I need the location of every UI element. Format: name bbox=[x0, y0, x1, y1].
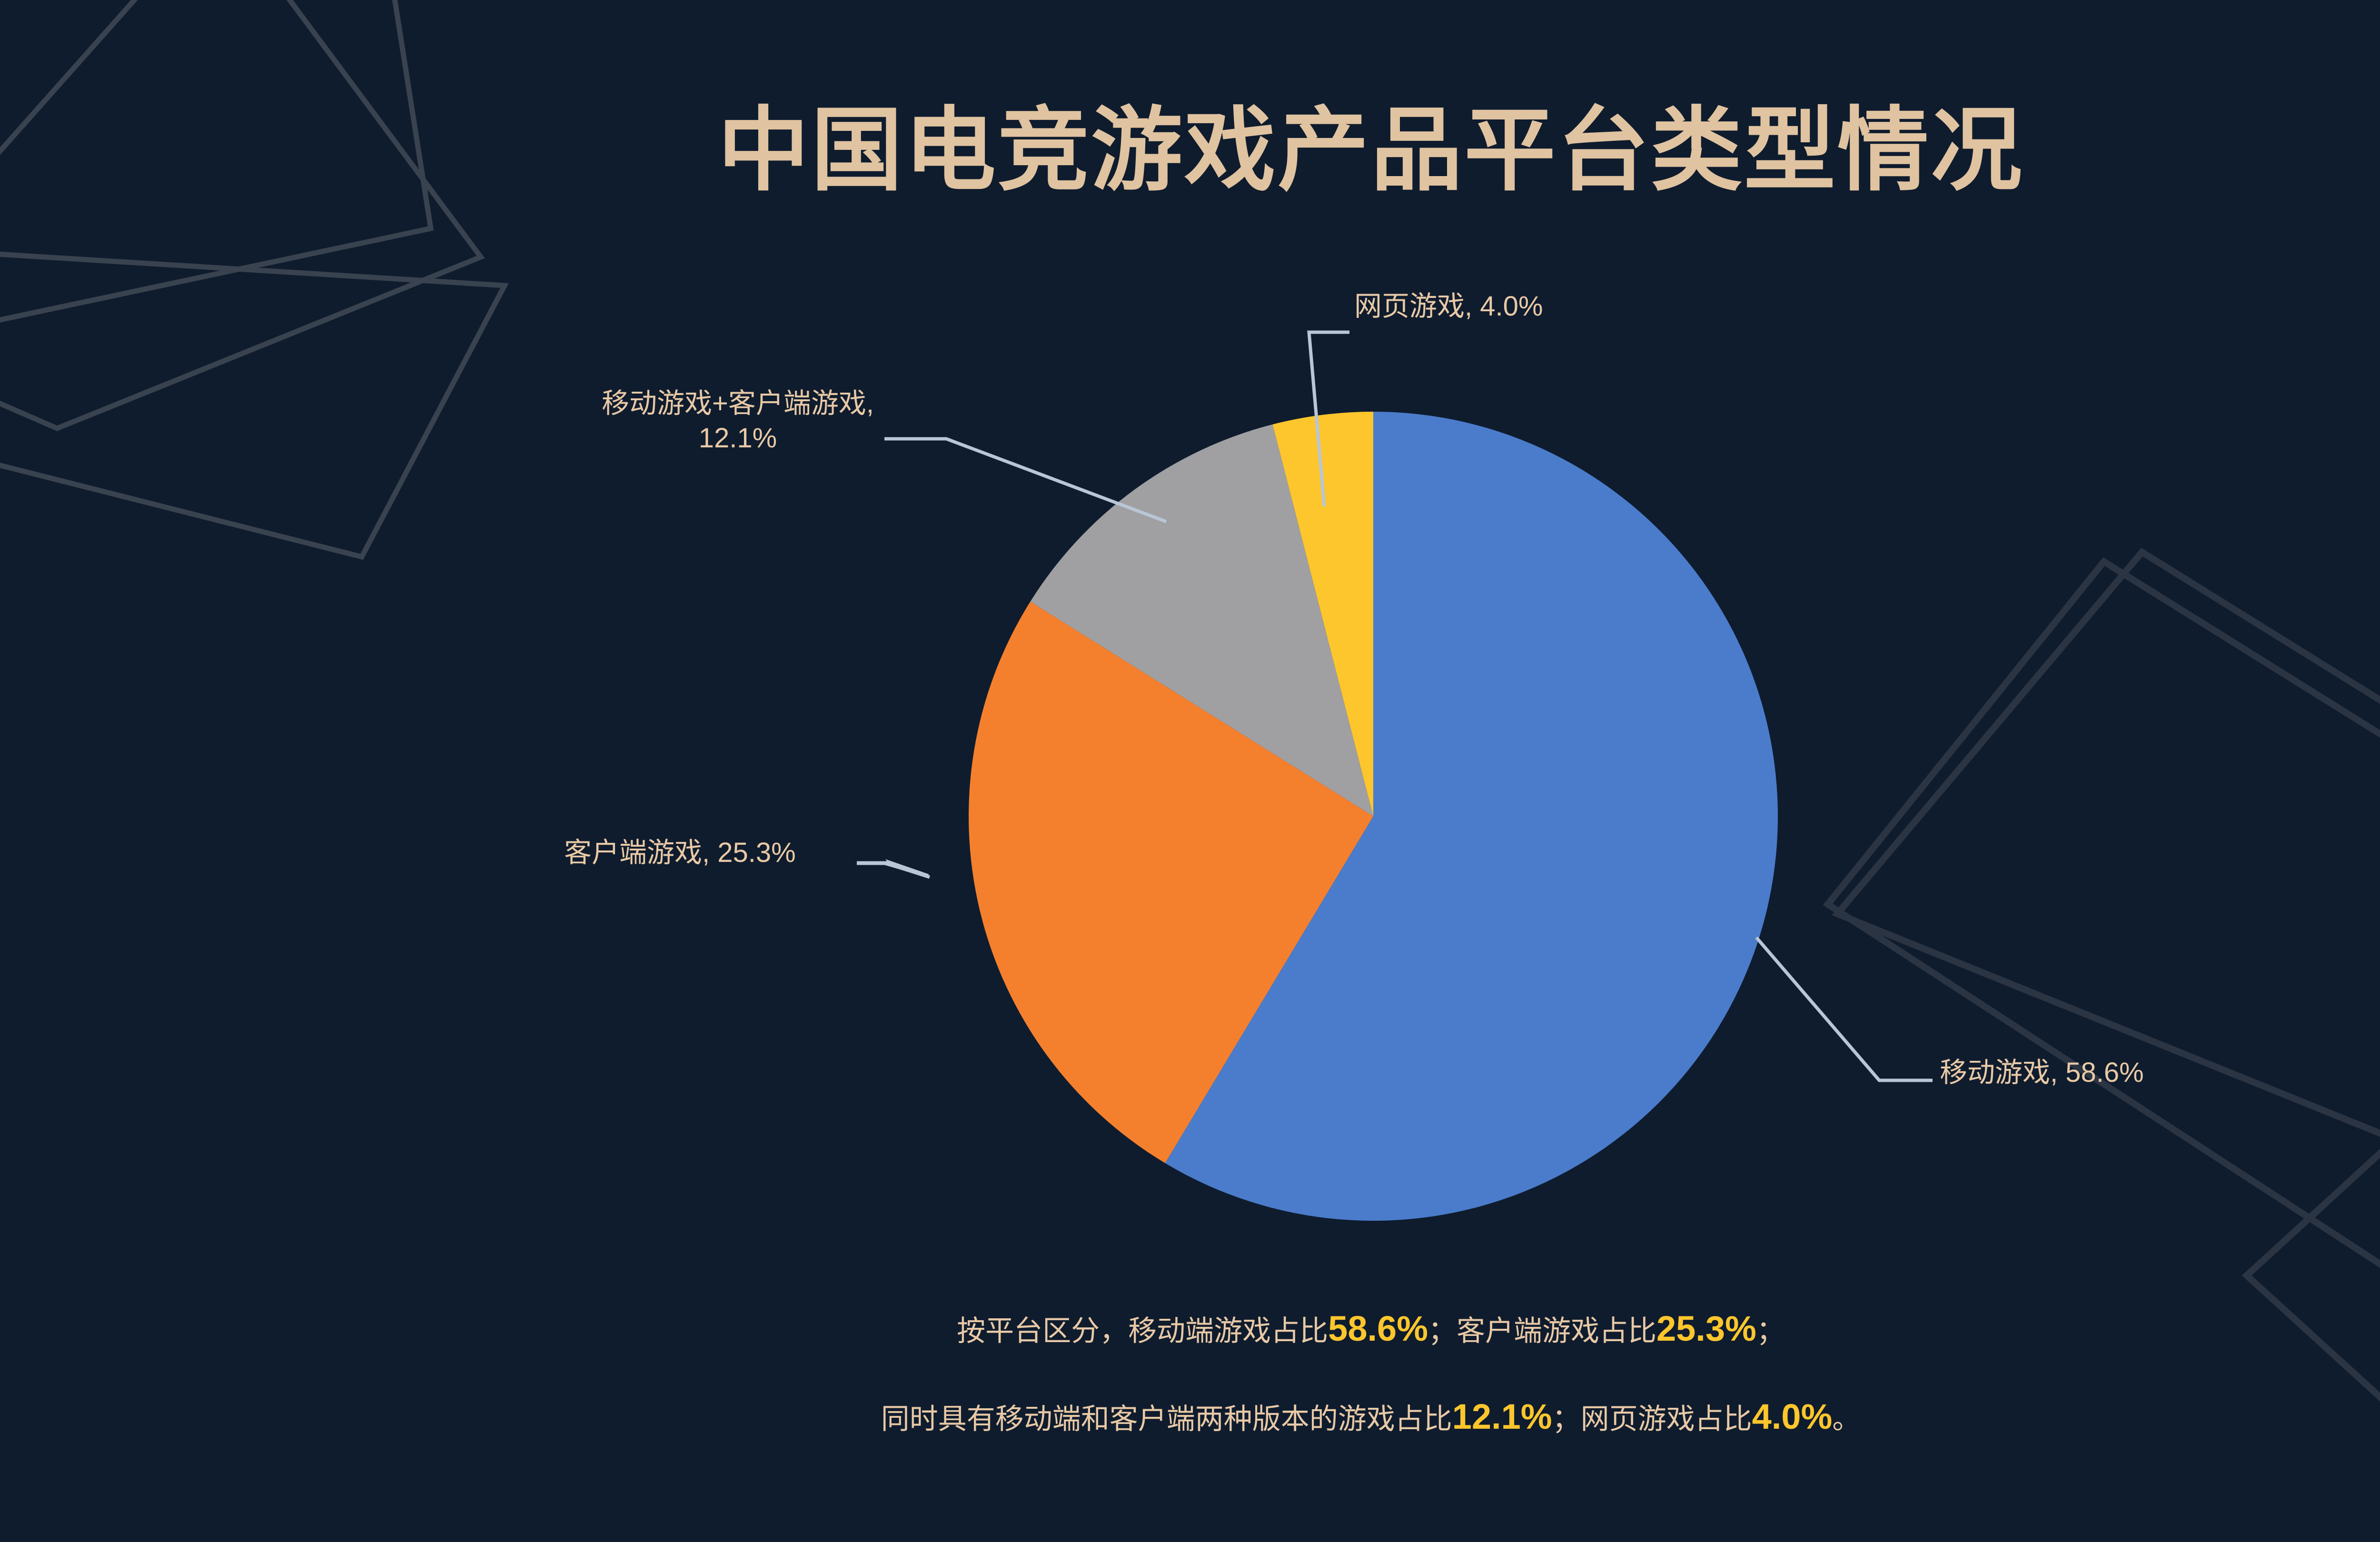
caption-l2-value-2: 4.0% bbox=[1752, 1397, 1833, 1436]
pie-slice-web[interactable] bbox=[1272, 412, 1373, 816]
caption-line-2: 同时具有移动端和客户端两种版本的游戏占比12.1%；网页游戏占比4.0%。 bbox=[0, 1399, 2380, 1434]
caption-l2-text-a: 同时具有移动端和客户端两种版本的游戏占比 bbox=[881, 1403, 1452, 1435]
pie-label-mobile-plus-client-line1: 移动游戏+客户端游戏, bbox=[602, 388, 874, 419]
pie-slice-client[interactable] bbox=[969, 602, 1373, 1163]
pie-label-mobile: 移动游戏, 58.6% bbox=[1940, 1057, 2144, 1088]
caption-l2-text-c: 。 bbox=[1832, 1403, 1861, 1435]
caption-l1-text-b: ；客户端游戏占比 bbox=[1428, 1315, 1656, 1347]
pie-label-client: 客户端游戏, 25.3% bbox=[564, 837, 796, 868]
page-title: 中国电竞游戏产品平台类型情况 bbox=[718, 99, 2024, 201]
caption-l2-text-b: ；网页游戏占比 bbox=[1552, 1403, 1752, 1435]
caption-l1-text-a: 按平台区分，移动端游戏占比 bbox=[957, 1315, 1329, 1347]
leader-line-mobile-plus-client bbox=[884, 437, 1167, 524]
caption-line-1: 按平台区分，移动端游戏占比58.6%；客户端游戏占比25.3%； bbox=[0, 1311, 2380, 1346]
caption-l1-value-1: 58.6% bbox=[1328, 1309, 1428, 1348]
leader-line-web bbox=[1307, 330, 1349, 507]
caption-l2-value-1: 12.1% bbox=[1452, 1397, 1552, 1436]
pie-slice-mobile-plus-client[interactable] bbox=[1030, 424, 1374, 816]
caption-l1-text-c: ； bbox=[1756, 1315, 1785, 1347]
leader-line-mobile bbox=[1755, 936, 1933, 1082]
leader-line-client-2 bbox=[857, 861, 931, 879]
pie-label-web: 网页游戏, 4.0% bbox=[1354, 291, 1543, 322]
caption-l1-value-2: 25.3% bbox=[1656, 1309, 1756, 1348]
pie-label-mobile-plus-client-line2: 12.1% bbox=[698, 422, 777, 454]
pie-label-mobile-plus-client: 移动游戏+客户端游戏, 12.1% bbox=[562, 386, 914, 455]
pie-slice-mobile[interactable] bbox=[1165, 412, 1778, 1221]
